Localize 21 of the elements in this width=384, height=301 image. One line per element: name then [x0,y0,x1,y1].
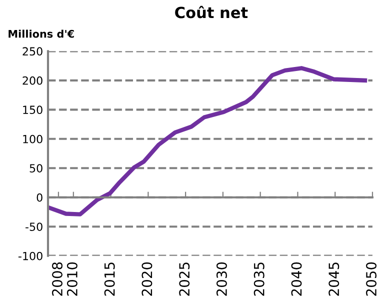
y-tick-label: 150 [23,106,42,114]
y-tick-label: 100 [23,134,42,144]
y-tick-label: 0 [36,193,42,202]
x-tick-label: 2020 [142,262,152,296]
x-tick-label: 2025 [179,262,190,296]
x-tick-label: 2010 [66,262,78,296]
y-tick-label: -100 [18,252,42,260]
line-series [48,66,368,216]
x-tick-label: 2008 [52,262,62,296]
x-tick-label: 2015 [104,262,115,296]
x-tick-label: 2035 [254,262,264,296]
y-tick-label: 250 [22,47,42,56]
y-tick-label: 200 [22,76,42,85]
y-axis-title: Millions d'€ [8,30,74,38]
x-tick-label: 2045 [328,262,340,296]
x-tick-label: 2040 [291,262,302,296]
y-tick-label: -50 [26,222,42,231]
x-tick-label: 2030 [216,262,227,296]
chart-title: Coût net [175,6,248,18]
y-tick-label: 50 [30,164,42,173]
x-tick-label: 2050 [366,262,377,296]
